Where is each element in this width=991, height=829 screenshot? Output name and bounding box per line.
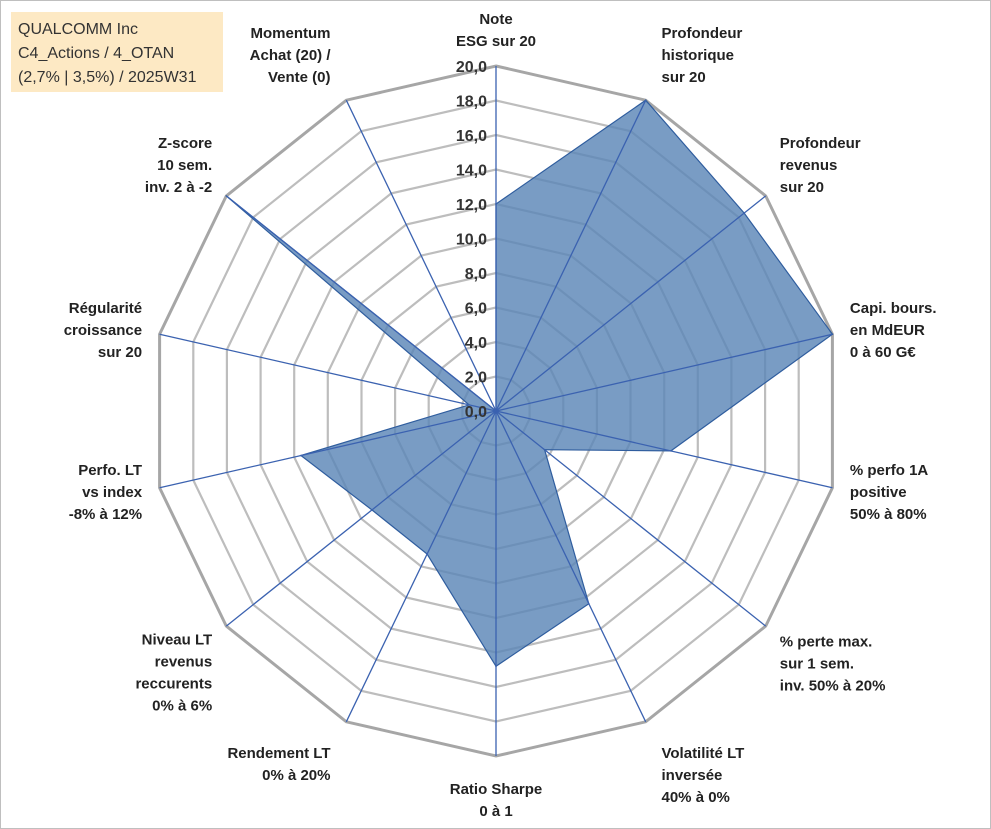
axis-label-line: inv. 50% à 20% (780, 678, 886, 695)
axis-label-line: sur 20 (780, 179, 824, 196)
axis-label-10: Perfo. LT vs index -8% à 12% (69, 462, 143, 523)
axis-label-line: Capi. bours. (850, 300, 937, 317)
axis-label-5: % perte max. sur 1 sem. inv. 50% à 20% (780, 634, 886, 695)
axis-label-line: historique (662, 47, 735, 64)
axis-label-line: 0% à 20% (262, 767, 330, 784)
axis-label-line: Perfo. LT (78, 462, 142, 479)
axis-label-2: Profondeur revenus sur 20 (780, 135, 861, 196)
axis-label-line: sur 20 (662, 69, 706, 86)
tick-label: 12,0 (456, 197, 487, 214)
axis-spoke-1 (495, 99, 647, 412)
axis-label-13: Momentum Achat (20) / Vente (0) (250, 25, 332, 86)
axis-spoke-8 (345, 410, 497, 723)
axis-spoke-13 (345, 99, 497, 412)
axis-label-line: 0% à 6% (152, 698, 212, 715)
axis-label-line: inversée (662, 767, 723, 784)
axis-label-line: revenus (155, 654, 213, 671)
axis-label-line: sur 20 (98, 344, 142, 361)
axis-label-4: % perfo 1A positive 50% à 80% (850, 462, 929, 523)
axis-label-line: ESG sur 20 (456, 33, 536, 50)
tick-label: 6,0 (465, 301, 487, 318)
axis-label-6: Volatilité LT inversée 40% à 0% (662, 745, 745, 806)
axis-label-line: 10 sem. (157, 157, 212, 174)
axis-label-line: reccurents (135, 676, 212, 693)
series-area-0 (225, 99, 834, 668)
axis-spoke-5 (495, 410, 767, 627)
axis-label-8: Rendement LT 0% à 20% (227, 745, 330, 784)
axis-labels: Note ESG sur 20 Profondeur historique sur 20… (64, 11, 937, 820)
axis-label-line: Profondeur (780, 135, 861, 152)
series-layer (225, 99, 834, 668)
axis-label-line: 50% à 80% (850, 506, 927, 523)
axis-label-line: Z-score (158, 135, 212, 152)
tick-label: 20,0 (456, 59, 487, 76)
axis-label-12: Z-score 10 sem. inv. 2 à -2 (145, 135, 212, 196)
tick-labels: 0,0 2,0 4,0 6,0 8,0 10,0 12,0 14,0 16,0 18,0 20,0 (456, 59, 487, 421)
axis-label-line: Niveau LT (142, 632, 213, 649)
title-line-1: QUALCOMM Inc (18, 21, 139, 38)
axis-spoke-2 (495, 195, 767, 412)
axis-spoke-10 (159, 410, 497, 489)
axis-label-line: Ratio Sharpe (450, 781, 543, 798)
axis-label-0: Note ESG sur 20 (456, 11, 536, 50)
axis-label-line: en MdEUR (850, 322, 925, 339)
tick-label: 2,0 (465, 370, 487, 387)
axis-label-line: Rendement LT (227, 745, 330, 762)
axis-label-7: Ratio Sharpe 0 à 1 (450, 781, 543, 820)
axis-label-1: Profondeur historique sur 20 (662, 25, 743, 86)
axis-label-line: Achat (20) / (250, 47, 332, 64)
axis-label-3: Capi. bours. en MdEUR 0 à 60 G€ (850, 300, 937, 361)
axis-label-line: % perte max. (780, 634, 873, 651)
axis-label-line: Vente (0) (268, 69, 331, 86)
axis-label-line: -8% à 12% (69, 506, 142, 523)
axis-label-line: inv. 2 à -2 (145, 179, 212, 196)
axis-label-line: 0 à 1 (479, 803, 512, 820)
axis-spoke-4 (495, 410, 833, 489)
axis-label-9: Niveau LT revenus reccurents 0% à 6% (135, 632, 212, 715)
axis-spoke-9 (225, 410, 497, 627)
axis-label-line: vs index (82, 484, 143, 501)
axis-spoke-11 (159, 333, 497, 412)
axis-label-line: % perfo 1A (850, 462, 929, 479)
axis-label-line: positive (850, 484, 907, 501)
tick-label: 0,0 (465, 404, 487, 421)
axis-spoke-3 (495, 333, 833, 412)
axis-label-line: 40% à 0% (662, 789, 730, 806)
spoke-layer (159, 66, 833, 756)
tick-label: 16,0 (456, 128, 487, 145)
tick-label: 18,0 (456, 94, 487, 111)
axis-label-line: Momentum (251, 25, 331, 42)
axis-label-line: Régularité (69, 300, 142, 317)
tick-label: 4,0 (465, 335, 487, 352)
tick-label: 10,0 (456, 232, 487, 249)
axis-label-line: revenus (780, 157, 838, 174)
axis-spoke-12 (225, 195, 497, 412)
title-line-3: (2,7% | 3,5%) / 2025W31 (18, 69, 197, 86)
tick-label: 8,0 (465, 266, 487, 283)
axis-label-line: Profondeur (662, 25, 743, 42)
axis-spoke-6 (495, 410, 647, 723)
axis-label-line: Note (479, 11, 512, 28)
axis-label-line: sur 1 sem. (780, 656, 854, 673)
title-line-2: C4_Actions / 4_OTAN (18, 45, 175, 62)
axis-label-line: 0 à 60 G€ (850, 344, 917, 361)
chart-title-box: QUALCOMM Inc C4_Actions / 4_OTAN (2,7% |… (11, 12, 223, 92)
axis-label-line: Volatilité LT (662, 745, 745, 762)
tick-label: 14,0 (456, 163, 487, 180)
axis-label-11: Régularité croissance sur 20 (64, 300, 142, 361)
axis-label-line: croissance (64, 322, 142, 339)
